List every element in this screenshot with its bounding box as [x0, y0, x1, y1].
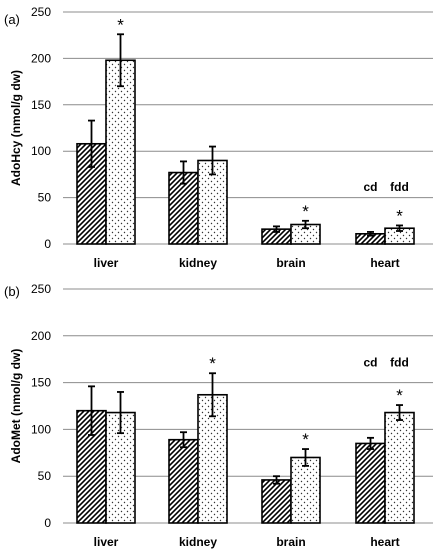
bar [384, 411, 415, 524]
y-tick-label: 200 [31, 329, 51, 343]
significance-star: * [117, 15, 124, 34]
y-tick-label: 200 [31, 51, 51, 65]
significance-star: * [302, 202, 309, 221]
chart-panel-b: 0 50 100 150 200 250 (b) AdoMet (nmol/g dw) live… [4, 282, 433, 549]
significance-label: fdd [390, 180, 409, 194]
significance-star: * [302, 430, 309, 449]
panel-label: (b) [4, 284, 20, 299]
y-tick-label: 0 [44, 516, 51, 530]
x-category-label: heart [370, 535, 399, 549]
x-category-label: brain [276, 256, 305, 270]
significance-star: * [396, 206, 403, 225]
significance-label: cd [363, 180, 377, 194]
y-tick-label: 100 [31, 422, 51, 436]
significance-label: fdd [390, 356, 409, 370]
y-tick-label: 50 [38, 191, 52, 205]
chart-panel-a: 0 50 100 150 200 250 (a) AdoHcy (nmol/g dw) live… [4, 5, 433, 270]
x-category-label: heart [370, 256, 399, 270]
significance-star: * [209, 354, 216, 373]
y-tick-label: 150 [31, 98, 51, 112]
y-tick-label: 100 [31, 144, 51, 158]
bar [105, 59, 136, 245]
y-tick-label: 50 [38, 469, 52, 483]
significance-star: * [396, 386, 403, 405]
y-axis-label: AdoMet (nmol/g dw) [9, 349, 23, 464]
y-tick-label: 250 [31, 5, 51, 19]
y-tick-label: 0 [44, 237, 51, 251]
bar [290, 456, 321, 524]
x-category-label: brain [276, 535, 305, 549]
bar [355, 442, 386, 524]
x-category-label: kidney [179, 535, 217, 549]
significance-label: cd [363, 356, 377, 370]
y-tick-label: 250 [31, 282, 51, 296]
x-category-label: kidney [179, 256, 217, 270]
bar [168, 438, 199, 524]
x-category-label: liver [94, 535, 119, 549]
bar [261, 479, 292, 524]
y-axis-label: AdoHcy (nmol/g dw) [9, 70, 23, 186]
y-tick-label: 150 [31, 376, 51, 390]
panel-label: (a) [4, 12, 20, 27]
x-category-label: liver [94, 256, 119, 270]
